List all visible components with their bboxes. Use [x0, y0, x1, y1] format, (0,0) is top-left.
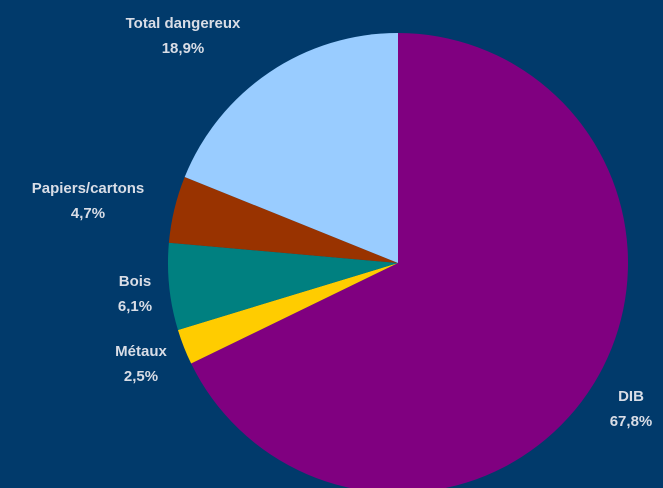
slice-label: Total dangereux	[126, 15, 241, 32]
slice-value-label: 6,1%	[118, 298, 152, 315]
slice-value-label: 18,9%	[162, 40, 205, 57]
slice-label: Bois	[119, 273, 152, 290]
slice-value-label: 4,7%	[71, 205, 105, 222]
slice-label: DIB	[618, 388, 644, 405]
slice-value-label: 2,5%	[124, 368, 158, 385]
pie-slice	[184, 33, 398, 263]
pie-slice	[191, 33, 628, 488]
pie-slice	[177, 263, 398, 364]
pie-slice	[168, 176, 398, 263]
pie-slice	[167, 242, 398, 330]
slice-label: Papiers/cartons	[32, 180, 145, 197]
slice-label: Métaux	[115, 343, 167, 360]
slice-value-label: 67,8%	[610, 413, 653, 430]
